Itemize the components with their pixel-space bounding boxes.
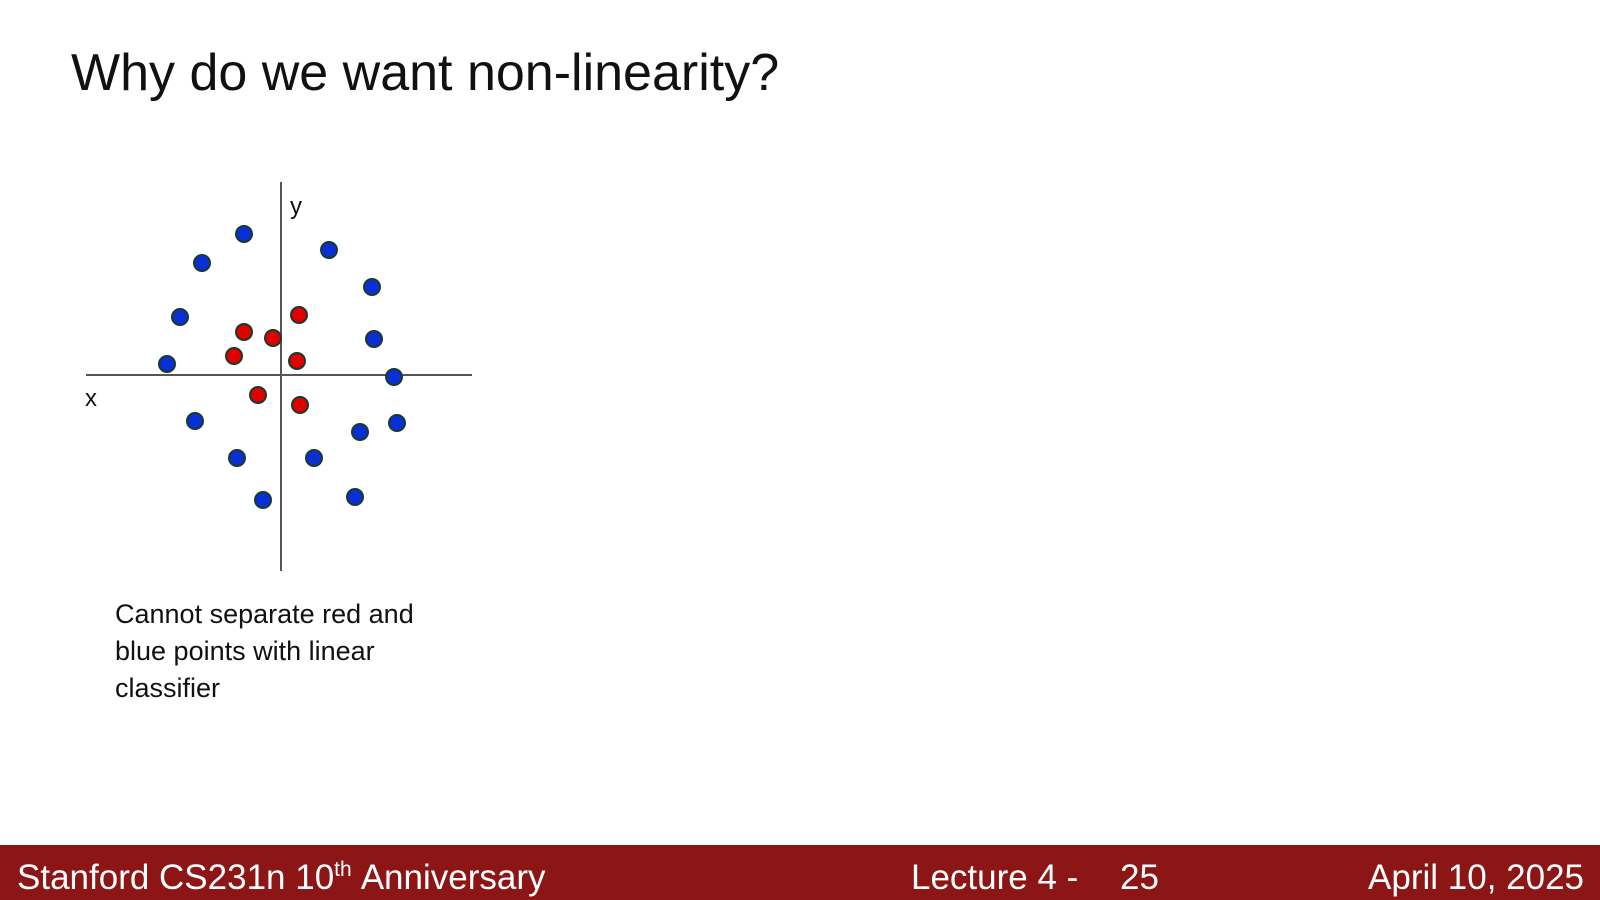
footer-bar [0, 845, 1600, 900]
blue-point [228, 449, 246, 467]
red-point [290, 306, 308, 324]
footer-course: Stanford CS231n 10th Anniversary [17, 858, 546, 897]
footer-date: April 10, 2025 [1368, 858, 1584, 897]
red-point [288, 352, 306, 370]
blue-point [254, 491, 272, 509]
red-point [225, 347, 243, 365]
x-axis-label: x [85, 385, 97, 412]
blue-point [351, 423, 369, 441]
blue-point [305, 449, 323, 467]
red-point [235, 323, 253, 341]
blue-point [158, 355, 176, 373]
blue-point [235, 225, 253, 243]
caption-line: Cannot separate red and [115, 599, 414, 629]
course-rest: Anniversary [361, 858, 546, 897]
course-main: Stanford CS231n 10 [17, 858, 334, 897]
footer-page: 25 [1120, 858, 1159, 897]
scatter-figure: y x [85, 182, 472, 571]
blue-point [365, 330, 383, 348]
caption-line: classifier [115, 673, 220, 703]
caption: Cannot separate red and blue points with… [115, 599, 414, 703]
blue-point [193, 254, 211, 272]
red-point [264, 329, 282, 347]
blue-point [346, 488, 364, 506]
blue-point [171, 308, 189, 326]
blue-point [385, 368, 403, 386]
blue-point [320, 241, 338, 259]
red-point [291, 396, 309, 414]
blue-point [388, 414, 406, 432]
course-superscript: th [334, 858, 352, 881]
slide-title: Why do we want non-linearity? [71, 44, 779, 102]
y-axis-label: y [290, 193, 302, 220]
blue-point [363, 278, 381, 296]
red-point [249, 386, 267, 404]
caption-line: blue points with linear [115, 636, 375, 666]
blue-point [186, 412, 204, 430]
footer-lecture: Lecture 4 - [911, 858, 1078, 897]
